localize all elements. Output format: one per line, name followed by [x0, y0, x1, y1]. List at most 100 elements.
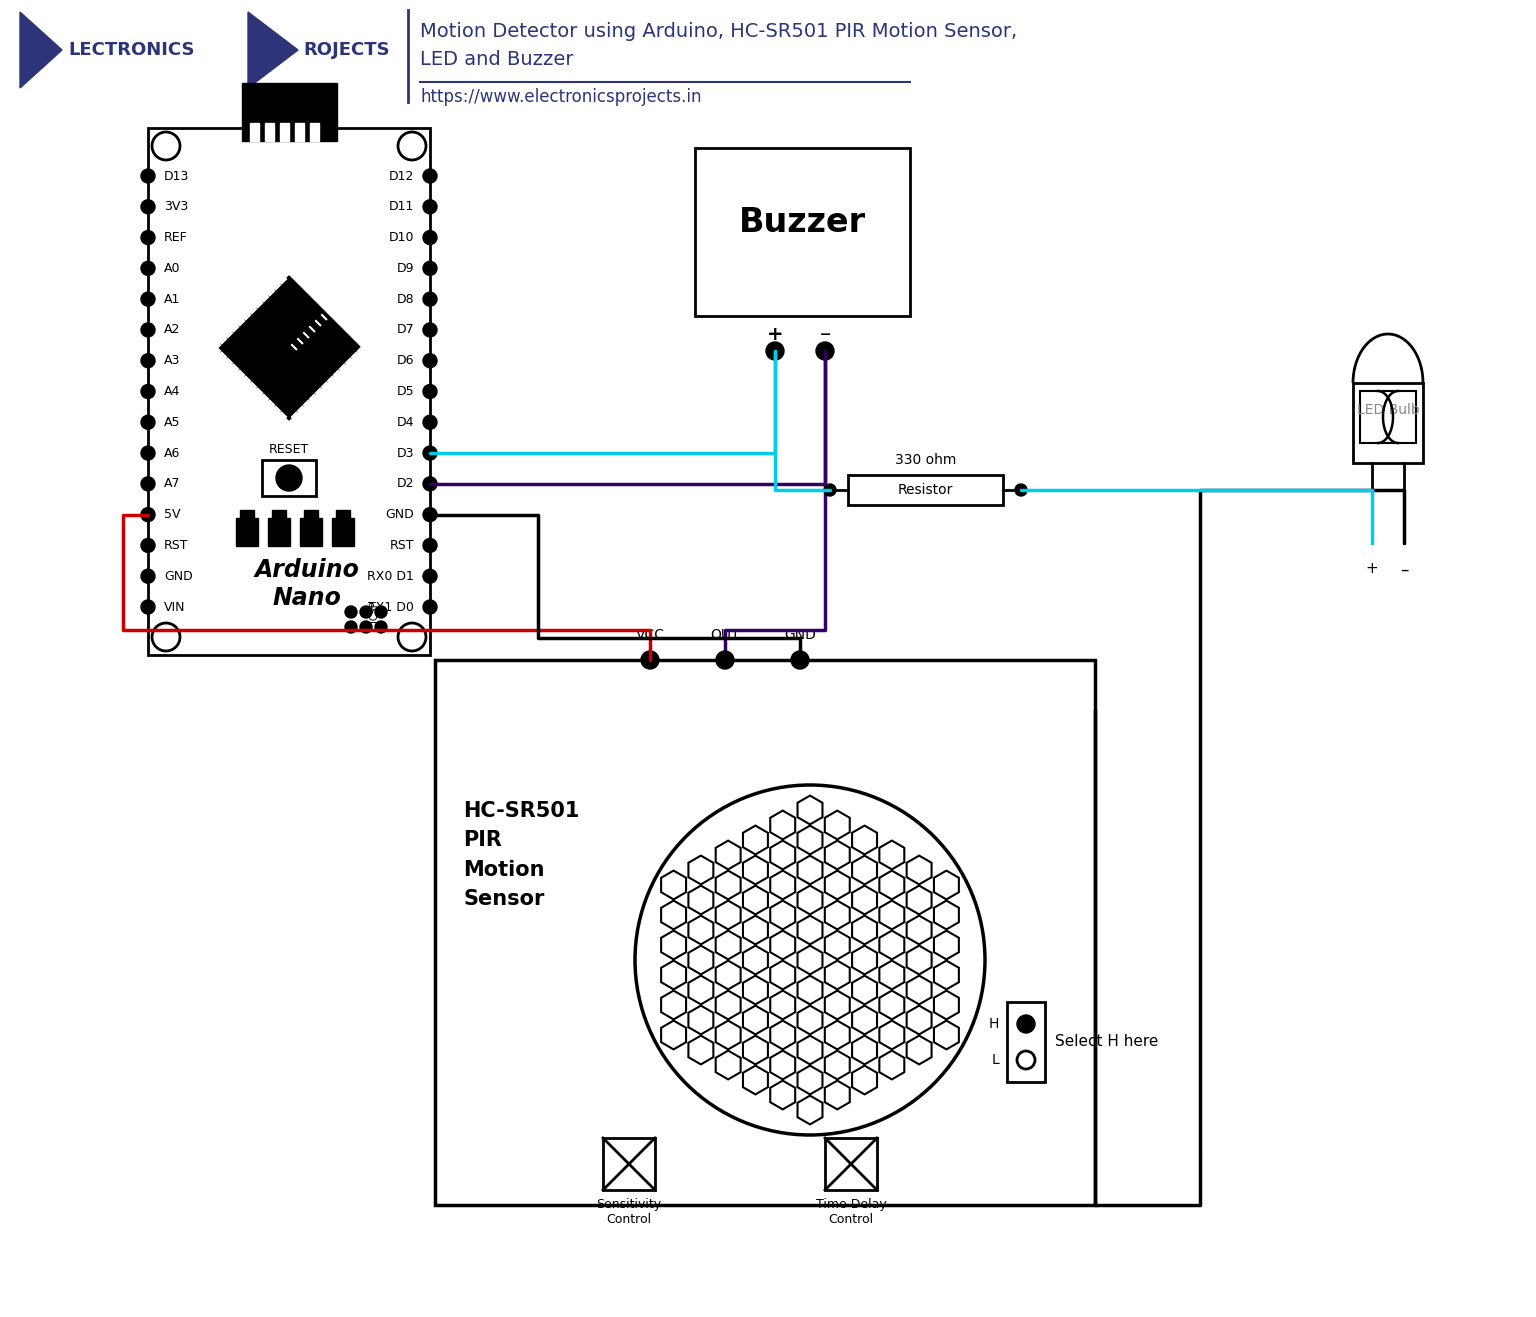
Polygon shape: [797, 1065, 822, 1094]
Polygon shape: [880, 1051, 905, 1080]
Text: REF: REF: [164, 230, 187, 244]
Polygon shape: [688, 946, 713, 975]
Circle shape: [346, 606, 356, 618]
Polygon shape: [852, 1065, 877, 1094]
Text: D11: D11: [389, 200, 415, 213]
Polygon shape: [852, 1035, 877, 1064]
Polygon shape: [906, 1035, 932, 1064]
Bar: [848, 475, 1003, 504]
Text: RST: RST: [390, 539, 415, 552]
Polygon shape: [770, 901, 796, 930]
Text: A5: A5: [164, 416, 181, 429]
Text: D9: D9: [396, 262, 415, 275]
Text: VIN: VIN: [164, 601, 186, 614]
Bar: [243, 83, 336, 141]
Polygon shape: [880, 871, 905, 900]
Text: –: –: [1399, 561, 1409, 579]
Polygon shape: [743, 1006, 768, 1034]
Circle shape: [141, 323, 155, 337]
Text: A2: A2: [164, 324, 180, 336]
Polygon shape: [743, 1035, 768, 1064]
Polygon shape: [825, 1051, 849, 1080]
Circle shape: [141, 261, 155, 275]
Bar: [825, 1138, 877, 1191]
Polygon shape: [716, 901, 740, 930]
Text: A0: A0: [164, 262, 181, 275]
Polygon shape: [797, 976, 822, 1005]
Polygon shape: [934, 990, 958, 1019]
Polygon shape: [825, 990, 849, 1019]
Polygon shape: [770, 1051, 796, 1080]
Bar: [310, 122, 319, 141]
Polygon shape: [797, 856, 822, 885]
Text: D2: D2: [396, 477, 415, 490]
Circle shape: [375, 622, 387, 633]
Text: Resistor: Resistor: [899, 483, 954, 497]
Polygon shape: [770, 1021, 796, 1050]
Text: GND: GND: [164, 570, 192, 582]
Circle shape: [422, 601, 438, 614]
Text: LECTRONICS: LECTRONICS: [68, 41, 195, 59]
Text: TX1 D0: TX1 D0: [369, 601, 415, 614]
Circle shape: [141, 539, 155, 552]
Circle shape: [422, 569, 438, 583]
Circle shape: [422, 354, 438, 367]
Text: VCC: VCC: [636, 628, 665, 641]
Polygon shape: [688, 1006, 713, 1034]
Circle shape: [152, 132, 180, 159]
Polygon shape: [852, 1006, 877, 1034]
Polygon shape: [880, 901, 905, 930]
Polygon shape: [20, 12, 61, 88]
Text: D10: D10: [389, 230, 415, 244]
Text: D13: D13: [164, 170, 189, 183]
Polygon shape: [716, 871, 740, 900]
Circle shape: [141, 569, 155, 583]
Circle shape: [359, 606, 372, 618]
Bar: [1353, 383, 1422, 464]
Circle shape: [816, 342, 834, 360]
Text: LED Bulb: LED Bulb: [1356, 403, 1419, 417]
Polygon shape: [247, 12, 298, 88]
Text: D12: D12: [389, 170, 415, 183]
Polygon shape: [880, 960, 905, 989]
Circle shape: [422, 169, 438, 183]
Polygon shape: [660, 1021, 687, 1050]
Polygon shape: [880, 990, 905, 1019]
Circle shape: [141, 169, 155, 183]
Circle shape: [1017, 1015, 1035, 1033]
Polygon shape: [743, 885, 768, 914]
Polygon shape: [716, 1021, 740, 1050]
Polygon shape: [688, 1035, 713, 1064]
Bar: [250, 122, 260, 141]
Polygon shape: [906, 946, 932, 975]
Polygon shape: [660, 901, 687, 930]
Bar: [147, 128, 430, 655]
Circle shape: [141, 446, 155, 460]
Text: A6: A6: [164, 446, 180, 460]
Circle shape: [141, 230, 155, 245]
Polygon shape: [743, 915, 768, 944]
Circle shape: [422, 477, 438, 491]
Text: D6: D6: [396, 354, 415, 367]
Circle shape: [716, 651, 734, 669]
Text: D8: D8: [396, 292, 415, 306]
Circle shape: [634, 785, 985, 1135]
Text: L: L: [991, 1054, 998, 1067]
Polygon shape: [934, 871, 958, 900]
Polygon shape: [716, 990, 740, 1019]
Polygon shape: [797, 946, 822, 975]
Bar: [237, 518, 258, 547]
Bar: [295, 122, 304, 141]
Bar: [280, 122, 289, 141]
Circle shape: [141, 601, 155, 614]
Text: GND: GND: [783, 628, 816, 641]
Circle shape: [141, 415, 155, 429]
Circle shape: [375, 606, 387, 618]
Text: GND: GND: [386, 508, 415, 522]
Text: Arduino: Arduino: [255, 558, 359, 582]
Text: Select H here: Select H here: [1055, 1034, 1158, 1050]
Circle shape: [141, 292, 155, 306]
Polygon shape: [825, 1021, 849, 1050]
Circle shape: [422, 292, 438, 306]
Circle shape: [422, 323, 438, 337]
